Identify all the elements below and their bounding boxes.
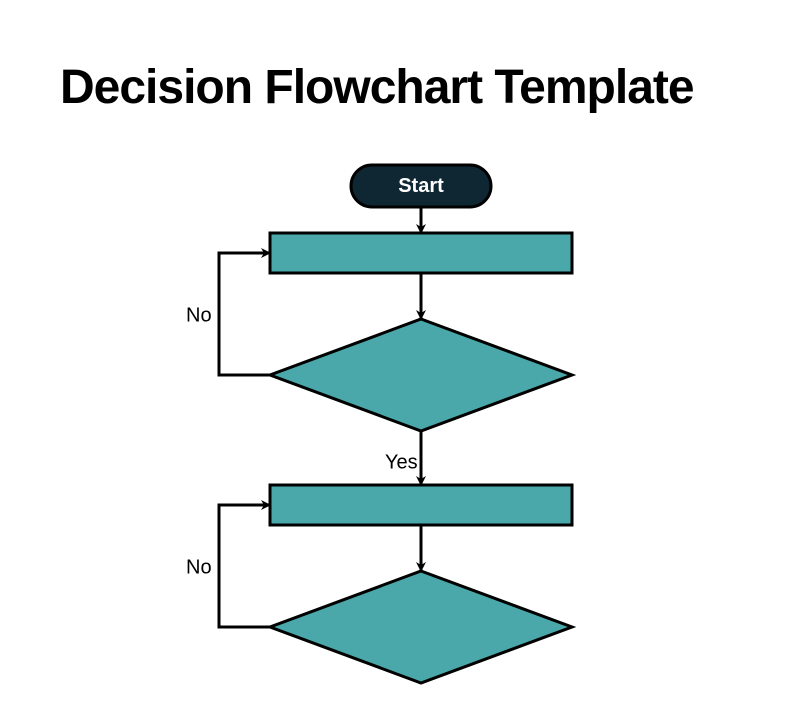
edge-label-e-dec1-proc2: Yes [385,451,418,473]
node-dec2 [270,571,572,683]
page: Decision Flowchart Template YesNoNoStart [0,0,807,711]
node-label-start: Start [398,175,444,197]
node-dec1 [270,319,572,431]
edge-e-dec1-no [219,253,270,375]
edge-label-e-dec1-no: No [186,304,212,326]
flowchart-canvas: Yes No No Start [0,0,807,711]
edge-label-e-dec2-no: No [186,556,212,578]
node-proc1 [270,233,572,273]
node-proc2 [270,485,572,525]
edge-e-dec2-no [219,505,270,627]
